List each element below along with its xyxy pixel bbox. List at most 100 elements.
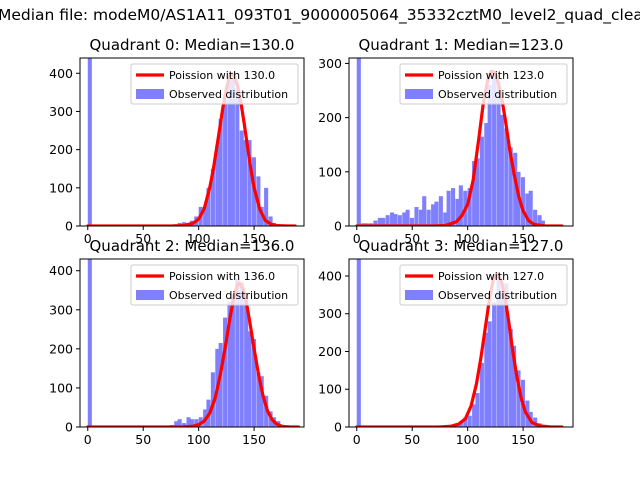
legend-label: Observed distribution [438,289,557,302]
histogram-bar [472,404,477,427]
x-tick-label: 0 [353,231,361,246]
histogram-bar [218,343,223,427]
y-tick-label: 100 [49,380,73,395]
legend-patch-swatch [136,89,164,99]
histogram-bar [227,80,232,226]
histogram-bar [87,58,92,226]
histogram-bar [405,209,410,226]
histogram-bar [499,291,504,427]
x-tick-label: 150 [511,231,535,246]
histogram-bar [247,331,252,427]
histogram-bar [230,294,235,427]
legend-label: Observed distribution [169,289,288,302]
legend-patch-swatch [136,290,164,300]
histogram-bar [210,168,215,226]
subplot-quadrant-3: 0 50 100 150 0 100 200 300 400 Quadrant 3: Median… [318,237,574,447]
histogram-bar [484,332,489,427]
legend-patch-swatch [405,290,433,300]
histogram-bar [446,190,451,226]
plot-area [355,58,564,226]
legend-box [399,63,568,105]
histogram-bar [487,321,492,427]
x-tick-label: 0 [353,432,361,447]
histogram-bar [458,185,463,226]
histogram-bar [528,190,533,226]
x-tick-label: 150 [242,231,266,246]
x-tick-label: 100 [456,432,480,447]
histogram-bar [239,130,244,226]
histogram-bar [525,193,530,226]
histogram-bar [243,140,248,226]
histogram-bar [268,216,273,226]
y-tick-label: 400 [49,66,73,81]
histogram-bar [492,302,497,427]
histogram-bar [431,204,436,226]
histogram-bar [504,283,509,427]
histogram-bar [492,76,497,226]
legend-label: Poission with 127.0 [438,270,544,283]
axes-frame [348,57,574,227]
legend: Poission with 127.0 Observed distribution [399,264,568,306]
x-tick-label: 100 [456,231,480,246]
histogram-bar [499,114,504,226]
x-tick-label: 50 [404,231,420,246]
histogram-bar [443,212,448,226]
histogram-bar [508,147,513,226]
histogram-bar [247,140,252,226]
histogram-bar [177,419,182,427]
histogram-bar [513,152,518,226]
histogram-bar [239,282,244,427]
subplot-title: Quadrant 0: Median=130.0 [90,36,295,54]
histogram-bar [484,123,489,226]
figure-title: Median file: modeM0/AS1A11_093T01_900000… [0,6,640,24]
y-tick-label: 300 [318,56,342,71]
histogram-bar [186,417,191,427]
histogram-bar [434,201,439,226]
histogram-bar [215,145,220,226]
legend-label: Poission with 136.0 [169,270,275,283]
histogram-bar [467,188,472,226]
y-tick-label: 100 [49,180,73,195]
histogram-bar [174,421,179,427]
histogram-bar [496,82,501,226]
histogram-bar [356,58,361,226]
subplot-title: Quadrant 1: Median=123.0 [359,36,564,54]
y-tick-label: 100 [318,164,342,179]
axes-frame [79,258,305,428]
x-tick-label: 50 [404,432,420,447]
y-tick-label: 300 [49,302,73,317]
y-tick-label: 300 [318,306,342,321]
y-tick-label: 300 [49,104,73,119]
histogram-bar [223,317,228,427]
histogram-bar [467,415,472,427]
legend-box [130,63,299,105]
histogram-bar [520,177,525,226]
histogram-bar [381,217,386,226]
histogram-bar [537,215,542,226]
plot-area [86,259,301,427]
histogram-bar [540,220,545,226]
plot-area [355,259,564,427]
histogram-bar [87,259,92,427]
subplot-quadrant-1: 0 50 100 150 0 100 200 300 Quadrant 1: Median=12… [318,36,574,246]
histogram-bar [508,328,513,427]
histogram-bar [194,419,199,427]
histogram-bar [227,301,232,427]
y-tick-label: 200 [318,110,342,125]
y-tick-label: 400 [318,268,342,283]
histogram-bar [264,187,269,226]
histogram-bar [259,376,264,427]
y-tick-label: 0 [65,219,73,234]
histogram-bar [479,136,484,226]
histogram-bar [218,119,223,226]
y-tick-label: 400 [49,263,73,278]
legend-label: Poission with 130.0 [169,69,275,82]
histogram-bar [397,215,402,226]
histogram-bar [235,278,240,427]
legend-label: Poission with 123.0 [438,69,544,82]
histogram-bar [533,209,538,226]
histogram-bar [504,128,509,226]
x-tick-label: 50 [135,231,151,246]
histogram-bar [516,370,521,427]
histogram-bar [414,207,419,226]
